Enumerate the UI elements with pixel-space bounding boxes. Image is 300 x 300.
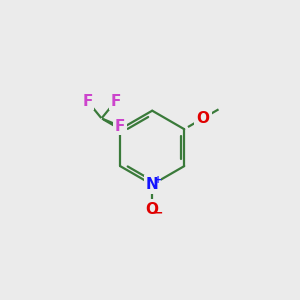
Text: N: N <box>146 177 159 192</box>
Text: +: + <box>154 175 162 185</box>
Text: F: F <box>110 94 121 109</box>
Text: F: F <box>115 118 125 134</box>
Text: O: O <box>196 111 209 126</box>
Text: −: − <box>153 207 164 220</box>
Text: O: O <box>146 202 159 217</box>
Text: F: F <box>82 94 93 109</box>
